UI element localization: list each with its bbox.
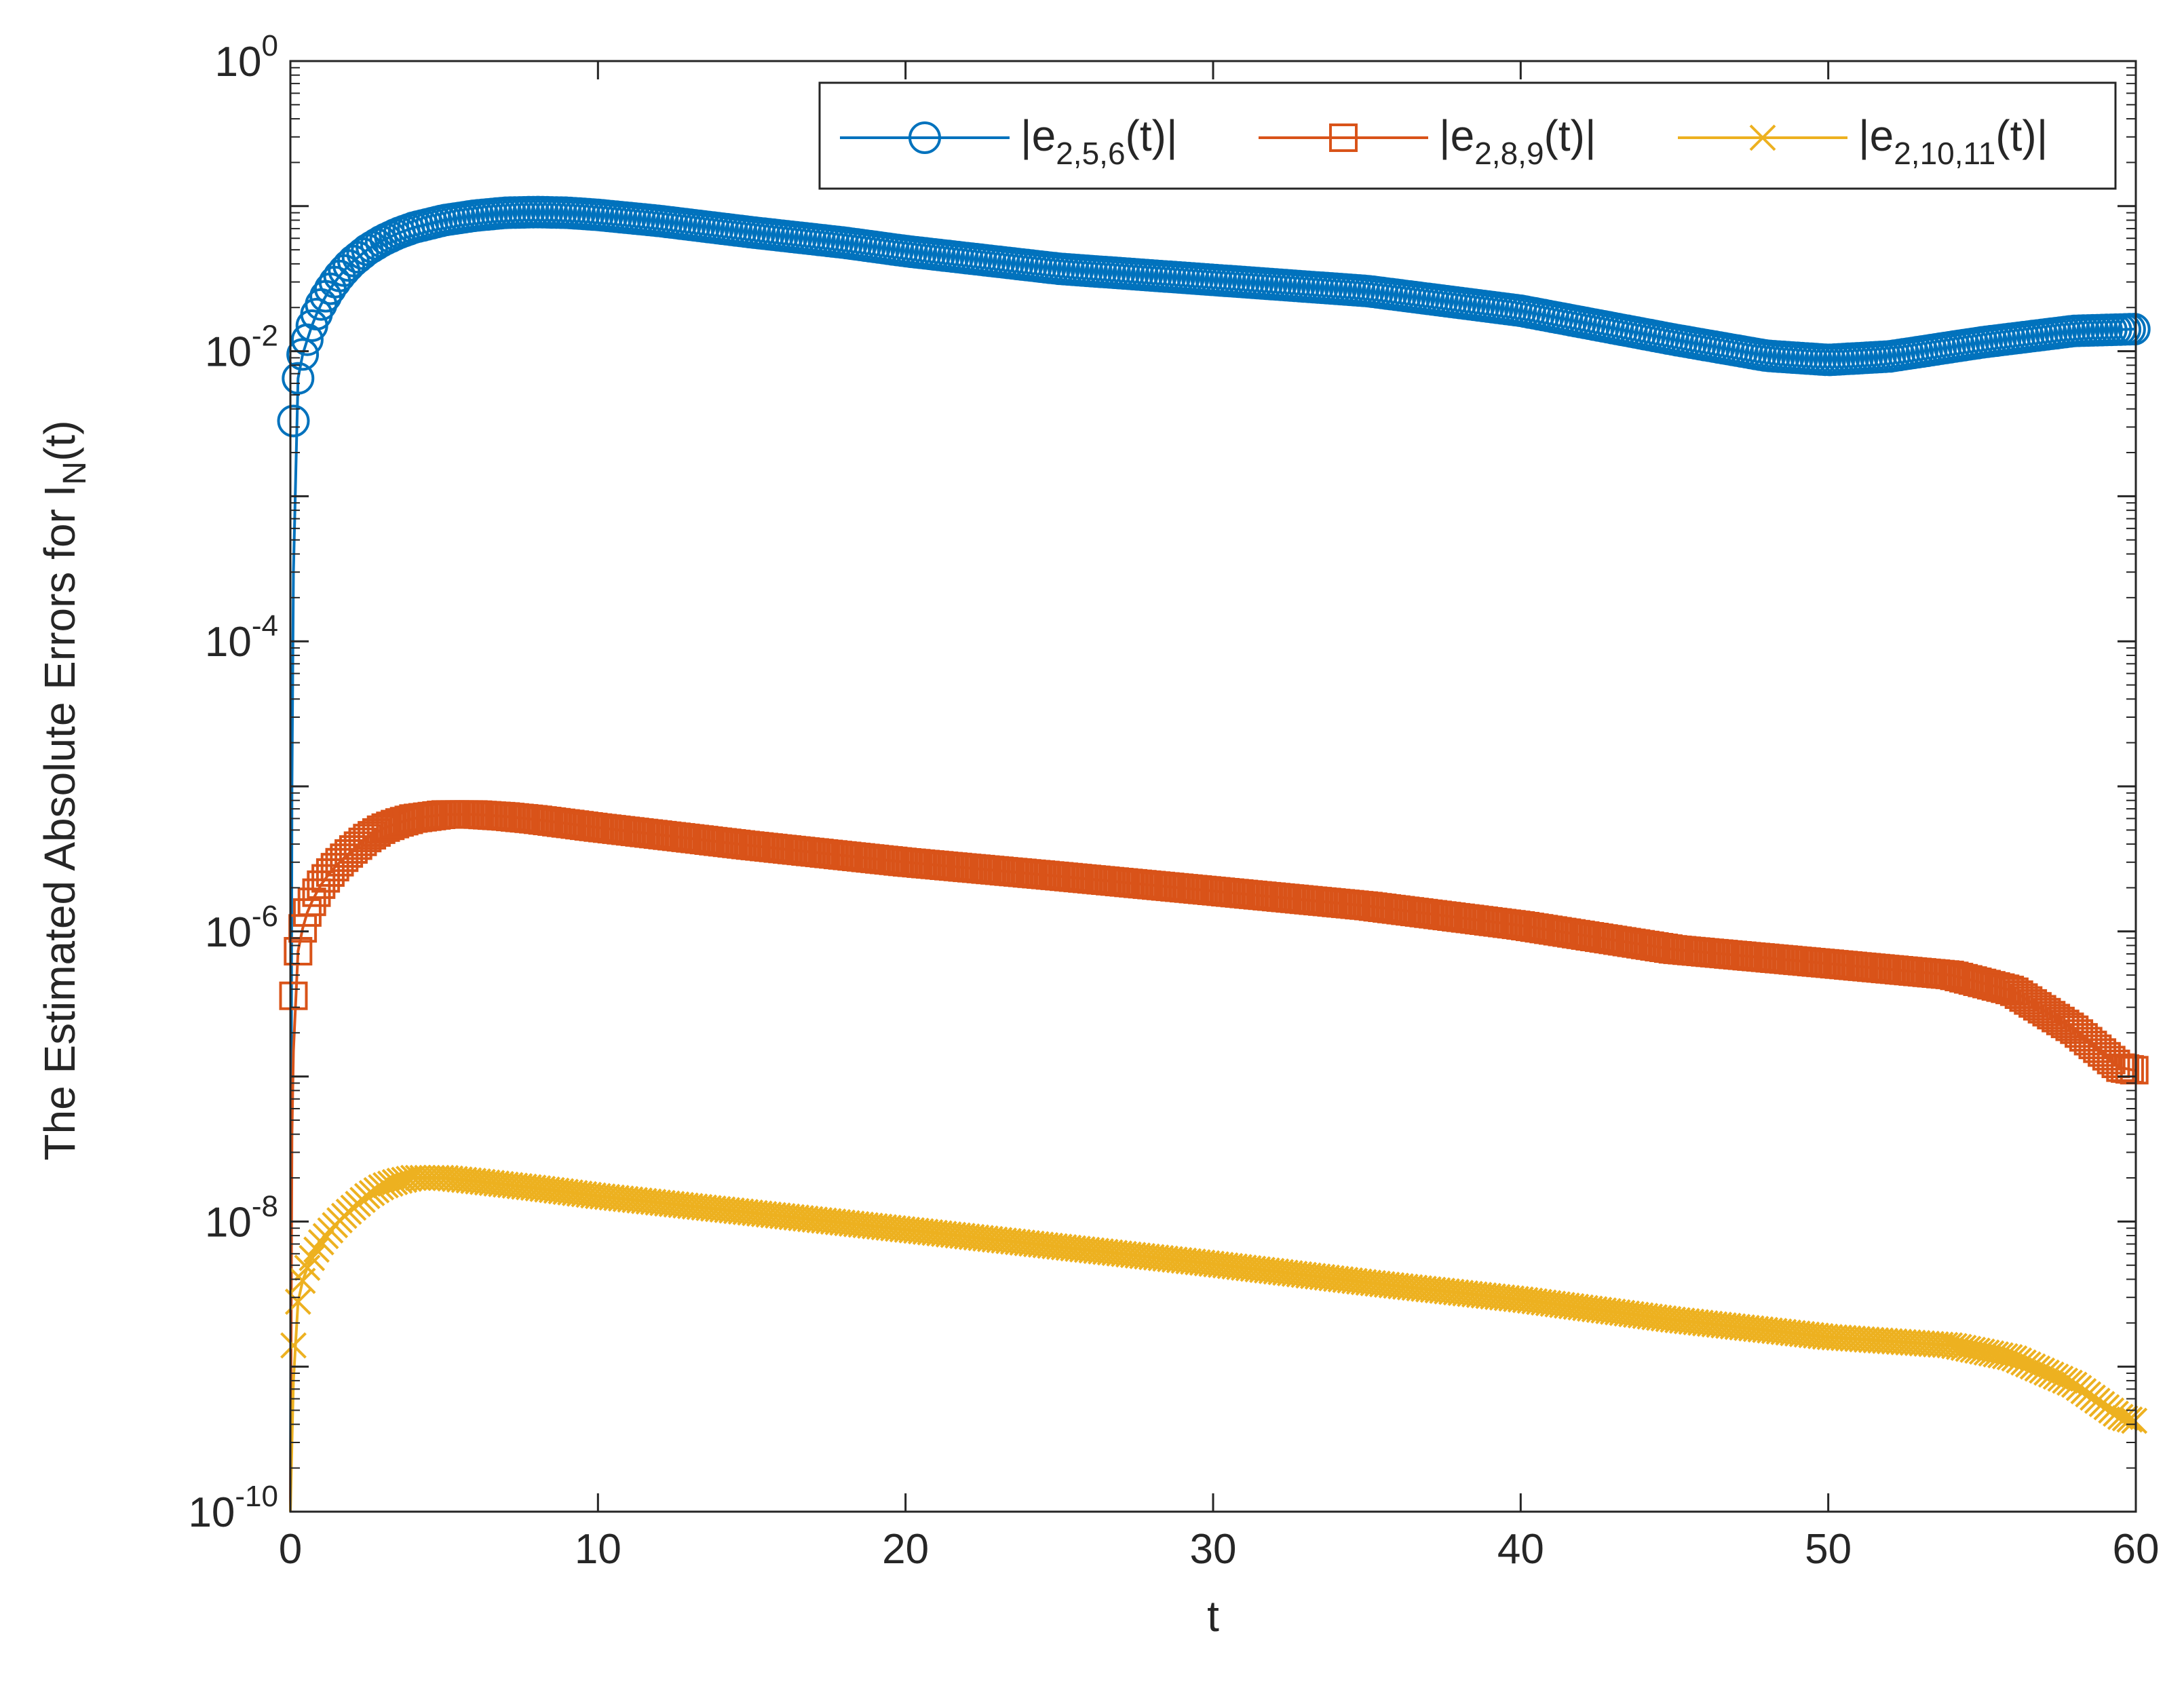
data-marker-x [404,1164,432,1191]
legend-label-1-pre: |e [1020,111,1056,160]
legend-label-2-pre: |e [1439,111,1474,160]
y-tick-label: 10-4 [205,609,278,666]
legend-marker-circle [908,121,941,154]
legend-entry-1: |e2,5,6(t)| [840,111,1178,171]
y-tick-label-base: 10 [205,619,252,666]
data-marker-x [414,1164,441,1191]
y-tick-label-exponent: -10 [235,1480,278,1513]
x-tick-label: 20 [882,1526,929,1573]
legend-box [818,81,2117,190]
series-2 [279,800,2149,1512]
legend-label-1: |e2,5,6(t)| [1020,111,1178,171]
data-marker-x [2014,1351,2042,1378]
legend-label-1-sub: 2,5,6 [1056,136,1125,171]
y-tick-label: 100 [215,29,278,85]
x-tick-label: 40 [1497,1526,1544,1573]
series-1 [277,195,2151,1512]
series-3 [280,1164,2148,1512]
data-marker-x [2042,1363,2069,1390]
y-tick-label: 10-2 [205,320,278,376]
legend-label-3-post: (t)| [1995,111,2048,160]
y-axis-label-tail: (t) [35,420,84,461]
data-marker-x [299,1244,326,1271]
data-marker-x [372,1172,399,1199]
legend-entry-2: |e2,8,9(t)| [1259,111,1596,171]
data-marker-x [2052,1367,2079,1394]
data-marker-x [400,1164,427,1191]
data-marker-x [280,1332,307,1359]
y-tick-label: 10-10 [188,1480,278,1536]
series-layer [277,195,2151,1512]
legend-label-2: |e2,8,9(t)| [1439,111,1596,171]
legend-label-3-pre: |e [1858,111,1894,160]
legend-label-3: |e2,10,11(t)| [1858,111,2048,171]
data-marker-x [2001,1345,2028,1372]
legend-label-2-post: (t)| [1544,111,1596,160]
data-marker-circle [277,404,310,438]
x-tick-label: 0 [279,1526,302,1573]
x-tick-label: 30 [1190,1526,1237,1573]
x-tick-label: 50 [1805,1526,1852,1573]
data-marker-x [409,1164,436,1191]
y-tick-label-exponent: -8 [252,1189,278,1223]
y-tick-label-base: 10 [215,39,262,85]
data-marker-x [2024,1355,2051,1382]
y-tick-label-base: 10 [205,329,252,376]
legend: |e2,5,6(t)| |e2,8,9(t)| |e2,10,11(t)| [818,81,2117,190]
data-marker-circle [286,338,320,371]
data-marker-x [2121,1407,2148,1434]
legend-entry-3: |e2,10,11(t)| [1678,111,2048,171]
x-tick-label: 60 [2113,1526,2160,1573]
data-marker-x [1996,1343,2023,1371]
y-tick-label-base: 10 [205,1199,252,1246]
legend-label-1-post: (t)| [1126,111,1178,160]
data-marker-x [2047,1365,2074,1392]
data-marker-x [2033,1359,2060,1386]
y-tick-label: 10-8 [205,1189,278,1246]
data-marker-x [2037,1361,2065,1388]
legend-marker-x [1749,124,1776,151]
y-axis-label-sub: N [57,461,93,485]
y-axis-label-main: The Estimated Absolute Errors for I [35,485,84,1161]
data-marker-x [368,1174,395,1201]
y-tick-label-base: 10 [188,1489,235,1536]
data-marker-circle [2118,313,2151,346]
x-tick-label: 10 [575,1526,621,1573]
y-tick-label-exponent: -2 [252,320,278,353]
legend-label-3-sub: 2,10,11 [1894,136,1995,171]
data-marker-x [303,1236,330,1263]
data-marker-x [2006,1347,2033,1374]
y-tick-label-base: 10 [205,909,252,956]
data-marker-x [2029,1357,2056,1384]
data-marker-square [292,898,322,927]
data-marker-x [2116,1406,2143,1433]
data-marker-square [279,981,308,1010]
y-tick-label: 10-6 [205,900,278,956]
y-axis-label: The Estimated Absolute Errors for IN(t) [35,420,93,1160]
data-marker-x [2010,1349,2037,1376]
legend-label-2-sub: 2,8,9 [1474,136,1544,171]
x-axis-label: t [1207,1592,1219,1641]
y-tick-label-exponent: -6 [252,900,278,933]
data-marker-circle [282,362,315,395]
y-tick-label-exponent: 0 [262,29,278,62]
y-tick-label-exponent: -4 [252,609,278,643]
data-marker-x [2019,1353,2046,1380]
legend-marker-square [1329,123,1358,152]
